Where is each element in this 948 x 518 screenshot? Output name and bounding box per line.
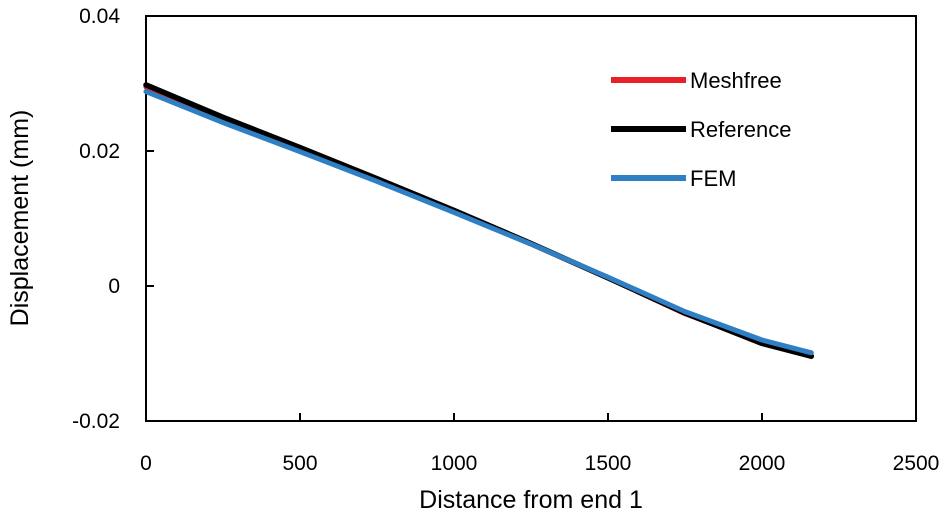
series-line-fem bbox=[143, 89, 814, 356]
legend-label-meshfree: Meshfree bbox=[690, 68, 782, 93]
x-tick-label: 2000 bbox=[739, 452, 786, 475]
x-tick-label: 1000 bbox=[431, 452, 478, 475]
y-tick-label: -0.02 bbox=[72, 410, 120, 433]
x-tick-label: 500 bbox=[282, 452, 317, 475]
axis-ticks: 0 500 1000 1500 2000 2500 -0.02 0 0.02 0.04 bbox=[72, 5, 939, 475]
y-tick-label: 0.04 bbox=[79, 5, 120, 28]
plot-frame bbox=[145, 15, 917, 422]
legend-label-reference: Reference bbox=[690, 117, 792, 142]
legend: Meshfree Reference FEM bbox=[611, 68, 792, 191]
y-tick-label: 0.02 bbox=[79, 140, 120, 163]
y-axis-title: Displacement (mm) bbox=[6, 110, 34, 327]
series-lines bbox=[143, 82, 815, 359]
y-tick-label: 0 bbox=[108, 275, 120, 298]
legend-label-fem: FEM bbox=[690, 166, 736, 191]
x-axis-title: Distance from end 1 bbox=[419, 486, 643, 514]
x-tick-label: 2500 bbox=[893, 452, 940, 475]
x-tick-label: 1500 bbox=[585, 452, 632, 475]
x-tick-label: 0 bbox=[140, 452, 152, 475]
